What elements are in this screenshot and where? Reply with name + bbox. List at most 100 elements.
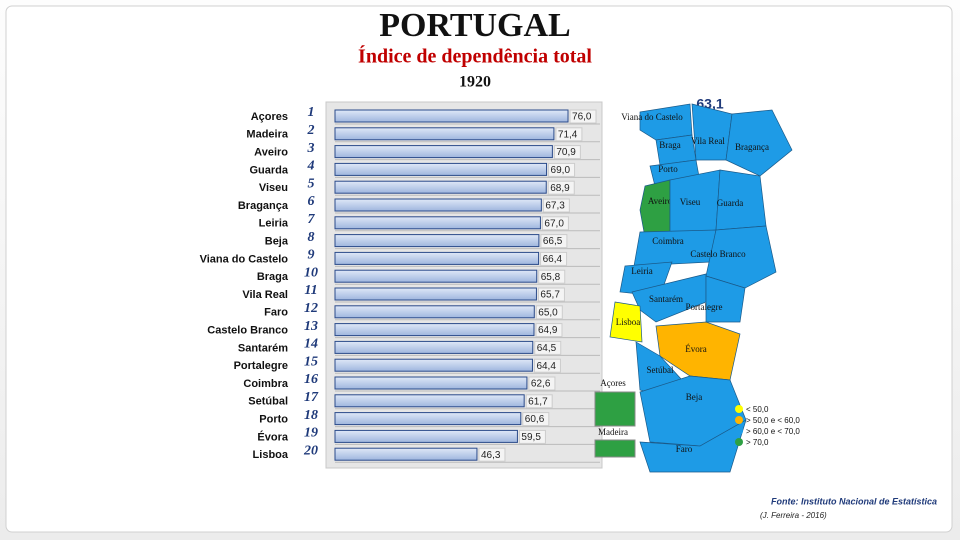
value-label: 71,4: [558, 129, 578, 140]
map-region: [705, 275, 746, 323]
value-label: 70,9: [556, 147, 576, 158]
value-box: [538, 269, 566, 284]
rank-label: 1: [308, 105, 315, 120]
value-box: [555, 127, 583, 142]
value-box: [533, 358, 561, 373]
value-box: [547, 180, 575, 195]
bar: [334, 447, 478, 461]
bar: [334, 394, 525, 408]
map-region: [691, 103, 733, 161]
legend-label: > 70,0: [746, 438, 769, 447]
bar: [334, 376, 528, 390]
value-box: [541, 216, 569, 231]
value-label: 61,7: [528, 396, 548, 407]
region-label: Guarda: [717, 198, 744, 208]
rank-label: 20: [303, 443, 318, 458]
category-label: Évora: [257, 430, 288, 443]
value-label: 60,6: [525, 414, 545, 425]
region-label: Portalegre: [686, 302, 723, 312]
category-label: Viseu: [259, 182, 288, 194]
inset: [594, 391, 636, 427]
value-label: 65,0: [538, 307, 558, 318]
value-label: 65,8: [541, 272, 561, 283]
value-box: [542, 198, 570, 213]
legend-swatch: [735, 438, 743, 446]
region-label: Braga: [659, 140, 681, 150]
value-box: [525, 394, 553, 409]
category-label: Madeira: [246, 129, 288, 141]
region-label: Évora: [685, 344, 707, 354]
region-label: Lisboa: [616, 317, 641, 327]
legend-swatch: [735, 427, 743, 435]
category-label: Açores: [251, 111, 288, 123]
rank-label: 15: [304, 354, 318, 369]
bar: [334, 429, 518, 443]
region-label: Vila Real: [691, 136, 725, 146]
map-region: [725, 109, 793, 177]
bar: [334, 216, 541, 230]
rank-label: 14: [304, 337, 318, 352]
rank-label: 18: [304, 408, 318, 423]
region-label: Coimbra: [652, 236, 684, 246]
chart-subtitle: Índice de dependência total: [358, 45, 592, 68]
rank-label: 3: [307, 141, 315, 156]
value-label: 68,9: [550, 183, 570, 194]
region-label: Santarém: [649, 294, 683, 304]
value-label: 59,5: [521, 432, 541, 443]
bar: [334, 340, 534, 354]
category-label: Castelo Branco: [207, 325, 288, 337]
inset-label: Açores: [600, 378, 626, 388]
bar: [334, 145, 553, 159]
bar: [334, 251, 540, 265]
bar: [334, 358, 533, 372]
chart-title: PORTUGAL: [379, 7, 570, 44]
region-label: Setúbal: [647, 365, 674, 375]
region-label: Beja: [686, 392, 703, 402]
bar: [334, 412, 522, 426]
value-box: [537, 287, 565, 302]
rank-label: 12: [304, 301, 318, 316]
author: (J. Ferreira - 2016): [760, 511, 827, 520]
rank-label: 17: [304, 390, 319, 405]
rank-label: 8: [308, 230, 315, 245]
rank-label: 13: [304, 319, 318, 334]
value-label: 64,9: [538, 325, 558, 336]
category-label: Lisboa: [253, 449, 289, 461]
legend-swatch: [735, 416, 743, 424]
category-label: Portalegre: [234, 360, 288, 372]
rank-label: 19: [304, 426, 318, 441]
source: Fonte: Instituto Nacional de Estatística: [771, 496, 937, 506]
map-region: [639, 419, 747, 473]
map-region: [639, 179, 671, 237]
category-label: Coimbra: [243, 378, 289, 390]
rank-label: 6: [308, 194, 315, 209]
rank-label: 9: [308, 248, 315, 263]
value-label: 65,7: [540, 290, 560, 301]
legend-label: < 50,0: [746, 405, 769, 414]
map-region: [609, 301, 643, 343]
value-box: [540, 234, 568, 249]
value-label: 62,6: [531, 379, 551, 390]
region-label: Faro: [676, 444, 693, 454]
value-box: [522, 412, 550, 427]
region-label: Viseu: [680, 197, 701, 207]
value-label: 46,3: [481, 450, 501, 461]
region-label: Bragança: [735, 142, 769, 152]
value-label: 64,4: [536, 361, 556, 372]
region-label: Porto: [658, 164, 678, 174]
category-label: Aveiro: [254, 147, 288, 159]
rank-label: 4: [307, 159, 315, 174]
value-label: 64,5: [537, 343, 557, 354]
legend-label: > 50,0 e < 60,0: [746, 416, 800, 425]
rank-label: 2: [307, 123, 315, 138]
inset: [594, 439, 636, 458]
value-label: 67,3: [545, 201, 565, 212]
value-label: 67,0: [544, 218, 564, 229]
rank-label: 5: [308, 176, 315, 191]
category-label: Braga: [257, 271, 289, 283]
rank-label: 10: [304, 265, 318, 280]
bar: [334, 287, 537, 301]
region-label: Castelo Branco: [690, 249, 746, 259]
category-label: Faro: [264, 307, 288, 319]
value-box: [553, 145, 581, 160]
